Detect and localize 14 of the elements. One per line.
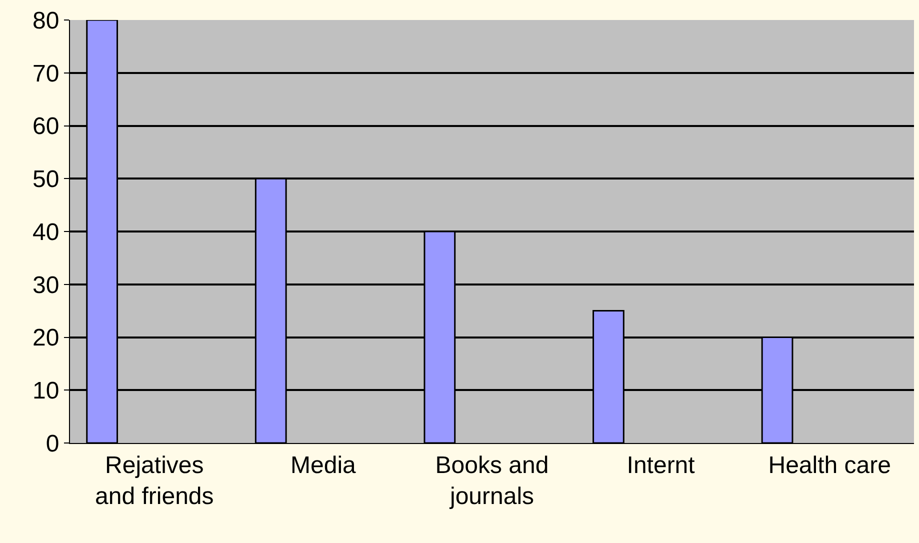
x-tick-label: Rejatives and friends [95,452,214,510]
y-tick-label: 70 [32,60,60,88]
x-tick-label: Books and journals [435,452,549,510]
x-tick-label: Media [290,452,357,479]
y-tick-label: 60 [32,113,60,140]
y-tick-label: 30 [32,272,60,299]
y-tick-label: 0 [46,430,60,458]
y-tick-label: 80 [32,7,60,34]
x-tick-label: Health care [768,452,891,479]
y-tick-label: 50 [32,166,60,194]
y-tick-label: 20 [32,324,60,352]
y-tick-label: 10 [32,378,60,405]
y-tick-label: 40 [32,218,60,246]
x-tick-label: Internt [626,452,696,479]
